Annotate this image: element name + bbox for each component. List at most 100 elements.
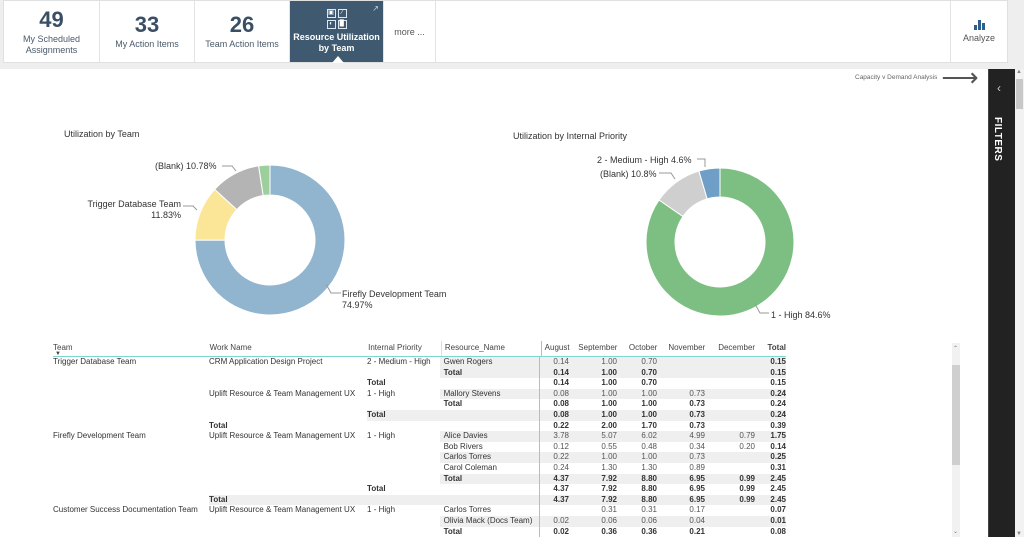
- value-cells: 0.02 0.06 0.06 0.04 0.01: [539, 515, 786, 527]
- cell-november: [661, 357, 709, 368]
- cell-november: 0.21: [689, 526, 705, 536]
- col-header-internal-priority[interactable]: Internal Priority: [368, 343, 422, 352]
- chevron-left-icon[interactable]: ‹: [997, 81, 1001, 95]
- value-cells: 0.12 0.55 0.48 0.34 0.20 0.14: [539, 441, 786, 453]
- cell-december: [709, 505, 759, 516]
- more-tiles-link[interactable]: more ...: [384, 1, 436, 62]
- cell-november: 6.95: [689, 484, 705, 494]
- table-row: Total 0.02 0.36 0.36 0.21 0.08: [53, 526, 786, 537]
- table-row: Total 4.37 7.92 8.80 6.95 0.99 2.45: [53, 484, 786, 495]
- cell-august: 0.22: [553, 420, 569, 430]
- cell-november: 0.73: [689, 388, 705, 398]
- cell-december: [709, 421, 759, 432]
- tile-label: My Scheduled Assignments: [22, 33, 81, 55]
- analyze-button[interactable]: Analyze: [951, 1, 1007, 62]
- table-scrollbar[interactable]: ⌃ ⌄: [952, 343, 960, 537]
- cell-october: 8.80: [641, 494, 657, 504]
- cell-team: [53, 527, 209, 537]
- value-cells: 0.08 1.00 1.00 0.73 0.24: [539, 409, 786, 421]
- cell-internal-priority: [367, 442, 440, 453]
- col-header-september[interactable]: September: [578, 343, 618, 352]
- cell-september: 1.00: [601, 399, 617, 409]
- value-cells: 0.24 1.30 1.30 0.89 0.31: [539, 462, 786, 474]
- col-header-work-name[interactable]: Work Name: [209, 343, 252, 352]
- scroll-up-icon[interactable]: ⌃: [953, 346, 959, 352]
- tiles-strip: 49 My Scheduled Assignments 33 My Action…: [3, 0, 1008, 63]
- scrollbar-thumb[interactable]: [952, 365, 960, 465]
- cell-total: 0.15: [770, 357, 786, 366]
- cell-resource-name: Carlos Torres: [443, 505, 492, 515]
- tile-count: 33: [134, 12, 160, 37]
- col-header-november[interactable]: November: [668, 343, 706, 352]
- cell-august: 0.12: [553, 441, 569, 451]
- cell-work-name: Uplift Resource & Team Management UX: [209, 431, 356, 441]
- cell-internal-priority: [367, 516, 440, 527]
- cell-total: 0.15: [770, 378, 786, 388]
- cell-team: [53, 452, 209, 463]
- cell-internal-priority: [367, 421, 440, 432]
- col-header-october[interactable]: October: [628, 343, 658, 352]
- tile-my-action-items[interactable]: 33 My Action Items: [100, 1, 195, 62]
- tile-label: My Action Items: [115, 39, 179, 49]
- donut1-label-trigger: Trigger Database Team 11.83%: [87, 199, 181, 220]
- col-header-resource-name[interactable]: Resource_Name: [440, 341, 541, 356]
- cell-team: [53, 378, 209, 389]
- col-header-team[interactable]: Team ▼: [53, 341, 210, 357]
- tile-resource-utilization-by-team[interactable]: ↗ ▣ ∕ ◐ ▉ Resource Utilization by Team: [290, 1, 384, 63]
- cell-resource-name: Gwen Rogers: [439, 357, 539, 368]
- cell-november: 0.73: [689, 399, 705, 409]
- cell-november: 4.99: [689, 431, 705, 441]
- cell-team: Firefly Development Team: [53, 431, 146, 441]
- cell-august: 4.37: [553, 494, 569, 504]
- scrollbar-thumb[interactable]: [1016, 79, 1023, 109]
- cell-internal-priority: 1 - High: [367, 431, 396, 441]
- col-header-december[interactable]: December: [718, 343, 756, 352]
- cell-work-name: [209, 378, 367, 389]
- cell-december: [709, 452, 759, 463]
- cell-august: 3.78: [553, 431, 569, 441]
- col-header-august[interactable]: August: [540, 341, 574, 356]
- cell-october: 0.70: [641, 378, 657, 388]
- arrow-right-icon: ⟶: [941, 62, 979, 92]
- table-row: Total 0.14 1.00 0.70 0.15: [53, 378, 786, 389]
- cell-october: 1.00: [641, 399, 657, 409]
- cell-august: 0.08: [553, 399, 569, 409]
- cell-resource-name: [440, 378, 539, 389]
- table-header: Team ▼ Work Name Internal Priority Resour…: [53, 341, 786, 357]
- filters-pane[interactable]: ‹ FILTERS: [988, 69, 1015, 537]
- value-cells: 0.31 0.31 0.17 0.07: [539, 505, 786, 516]
- cell-november: 0.17: [689, 505, 705, 515]
- cell-september: 1.00: [601, 452, 617, 462]
- tile-my-scheduled-assignments[interactable]: 49 My Scheduled Assignments: [4, 1, 100, 62]
- donut-slice-2-medium-high[interactable]: [698, 167, 721, 200]
- page-scrollbar[interactable]: ▲ ▼: [1015, 69, 1024, 537]
- tile-team-action-items[interactable]: 26 Team Action Items: [195, 1, 290, 62]
- cell-internal-priority: Total: [367, 378, 386, 388]
- cell-team: [53, 442, 209, 453]
- scroll-up-icon[interactable]: ▲: [1016, 69, 1022, 75]
- cell-work-name: Total: [209, 420, 228, 430]
- capacity-demand-link[interactable]: Capacity v Demand Analysis ⟶: [855, 62, 979, 92]
- tile-label: Team Action Items: [205, 39, 279, 49]
- table-body: Trigger Database Team CRM Application Des…: [53, 357, 786, 537]
- cell-august: 0.22: [553, 452, 569, 462]
- cell-internal-priority: Total: [367, 409, 440, 421]
- table-row: Trigger Database Team CRM Application Des…: [53, 357, 786, 368]
- table-row: Customer Success Documentation Team Uplif…: [53, 505, 786, 516]
- cell-team: [53, 495, 209, 506]
- scroll-down-icon[interactable]: ▼: [1016, 531, 1022, 537]
- cell-august: [540, 505, 573, 516]
- donut-slice-firefly-development-team[interactable]: [194, 164, 346, 316]
- tile-count: 26: [229, 12, 255, 37]
- cell-team: Trigger Database Team: [53, 357, 137, 366]
- table-row: Carol Coleman 0.24 1.30 1.30 0.89 0.31: [53, 462, 786, 474]
- donut-slice-1-high[interactable]: [645, 167, 795, 317]
- cell-august: 4.37: [553, 473, 569, 483]
- capacity-demand-label: Capacity v Demand Analysis: [855, 73, 938, 81]
- donut-slice-customer-success-documentation-team[interactable]: [258, 164, 271, 197]
- external-link-icon[interactable]: ↗: [372, 4, 379, 13]
- scroll-down-icon[interactable]: ⌄: [953, 529, 959, 535]
- cell-september: 1.30: [601, 462, 617, 472]
- cell-work-name: CRM Application Design Project: [209, 357, 323, 366]
- col-header-total[interactable]: Total: [767, 343, 787, 352]
